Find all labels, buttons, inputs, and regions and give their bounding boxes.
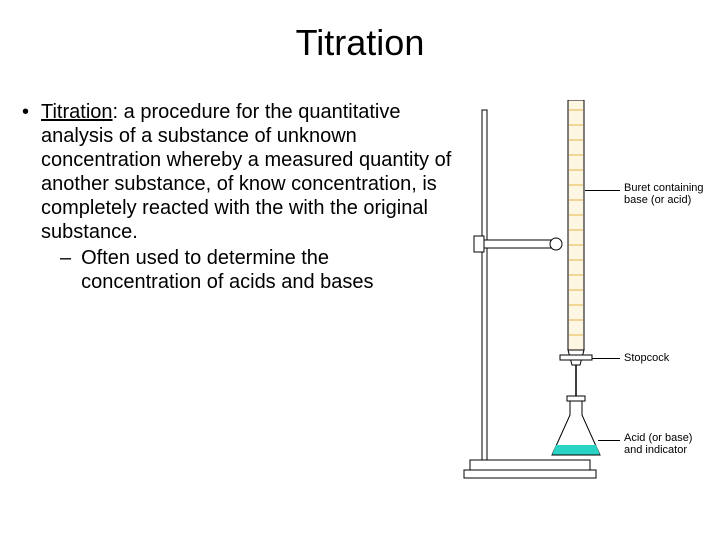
- bullet-marker: •: [22, 100, 29, 244]
- body-text: • Titration: a procedure for the quantit…: [22, 100, 452, 294]
- sub-marker: –: [60, 246, 71, 294]
- titration-diagram: Buret containingbase (or acid) Stopcock …: [460, 100, 710, 490]
- term-titration: Titration: [41, 101, 113, 123]
- leader-flask: [598, 440, 620, 441]
- leader-buret: [585, 190, 620, 191]
- page-title: Titration: [0, 22, 720, 64]
- bullet-level1: • Titration: a procedure for the quantit…: [22, 100, 452, 244]
- label-buret: Buret containingbase (or acid): [624, 182, 704, 206]
- leader-stopcock: [592, 358, 620, 359]
- bullet-text: Titration: a procedure for the quantitat…: [41, 100, 452, 244]
- label-stopcock: Stopcock: [624, 352, 669, 364]
- bullet-level2: – Often used to determine the concentrat…: [60, 246, 452, 294]
- sub-text: Often used to determine the concentratio…: [81, 246, 452, 294]
- label-flask: Acid (or base)and indicator: [624, 432, 692, 456]
